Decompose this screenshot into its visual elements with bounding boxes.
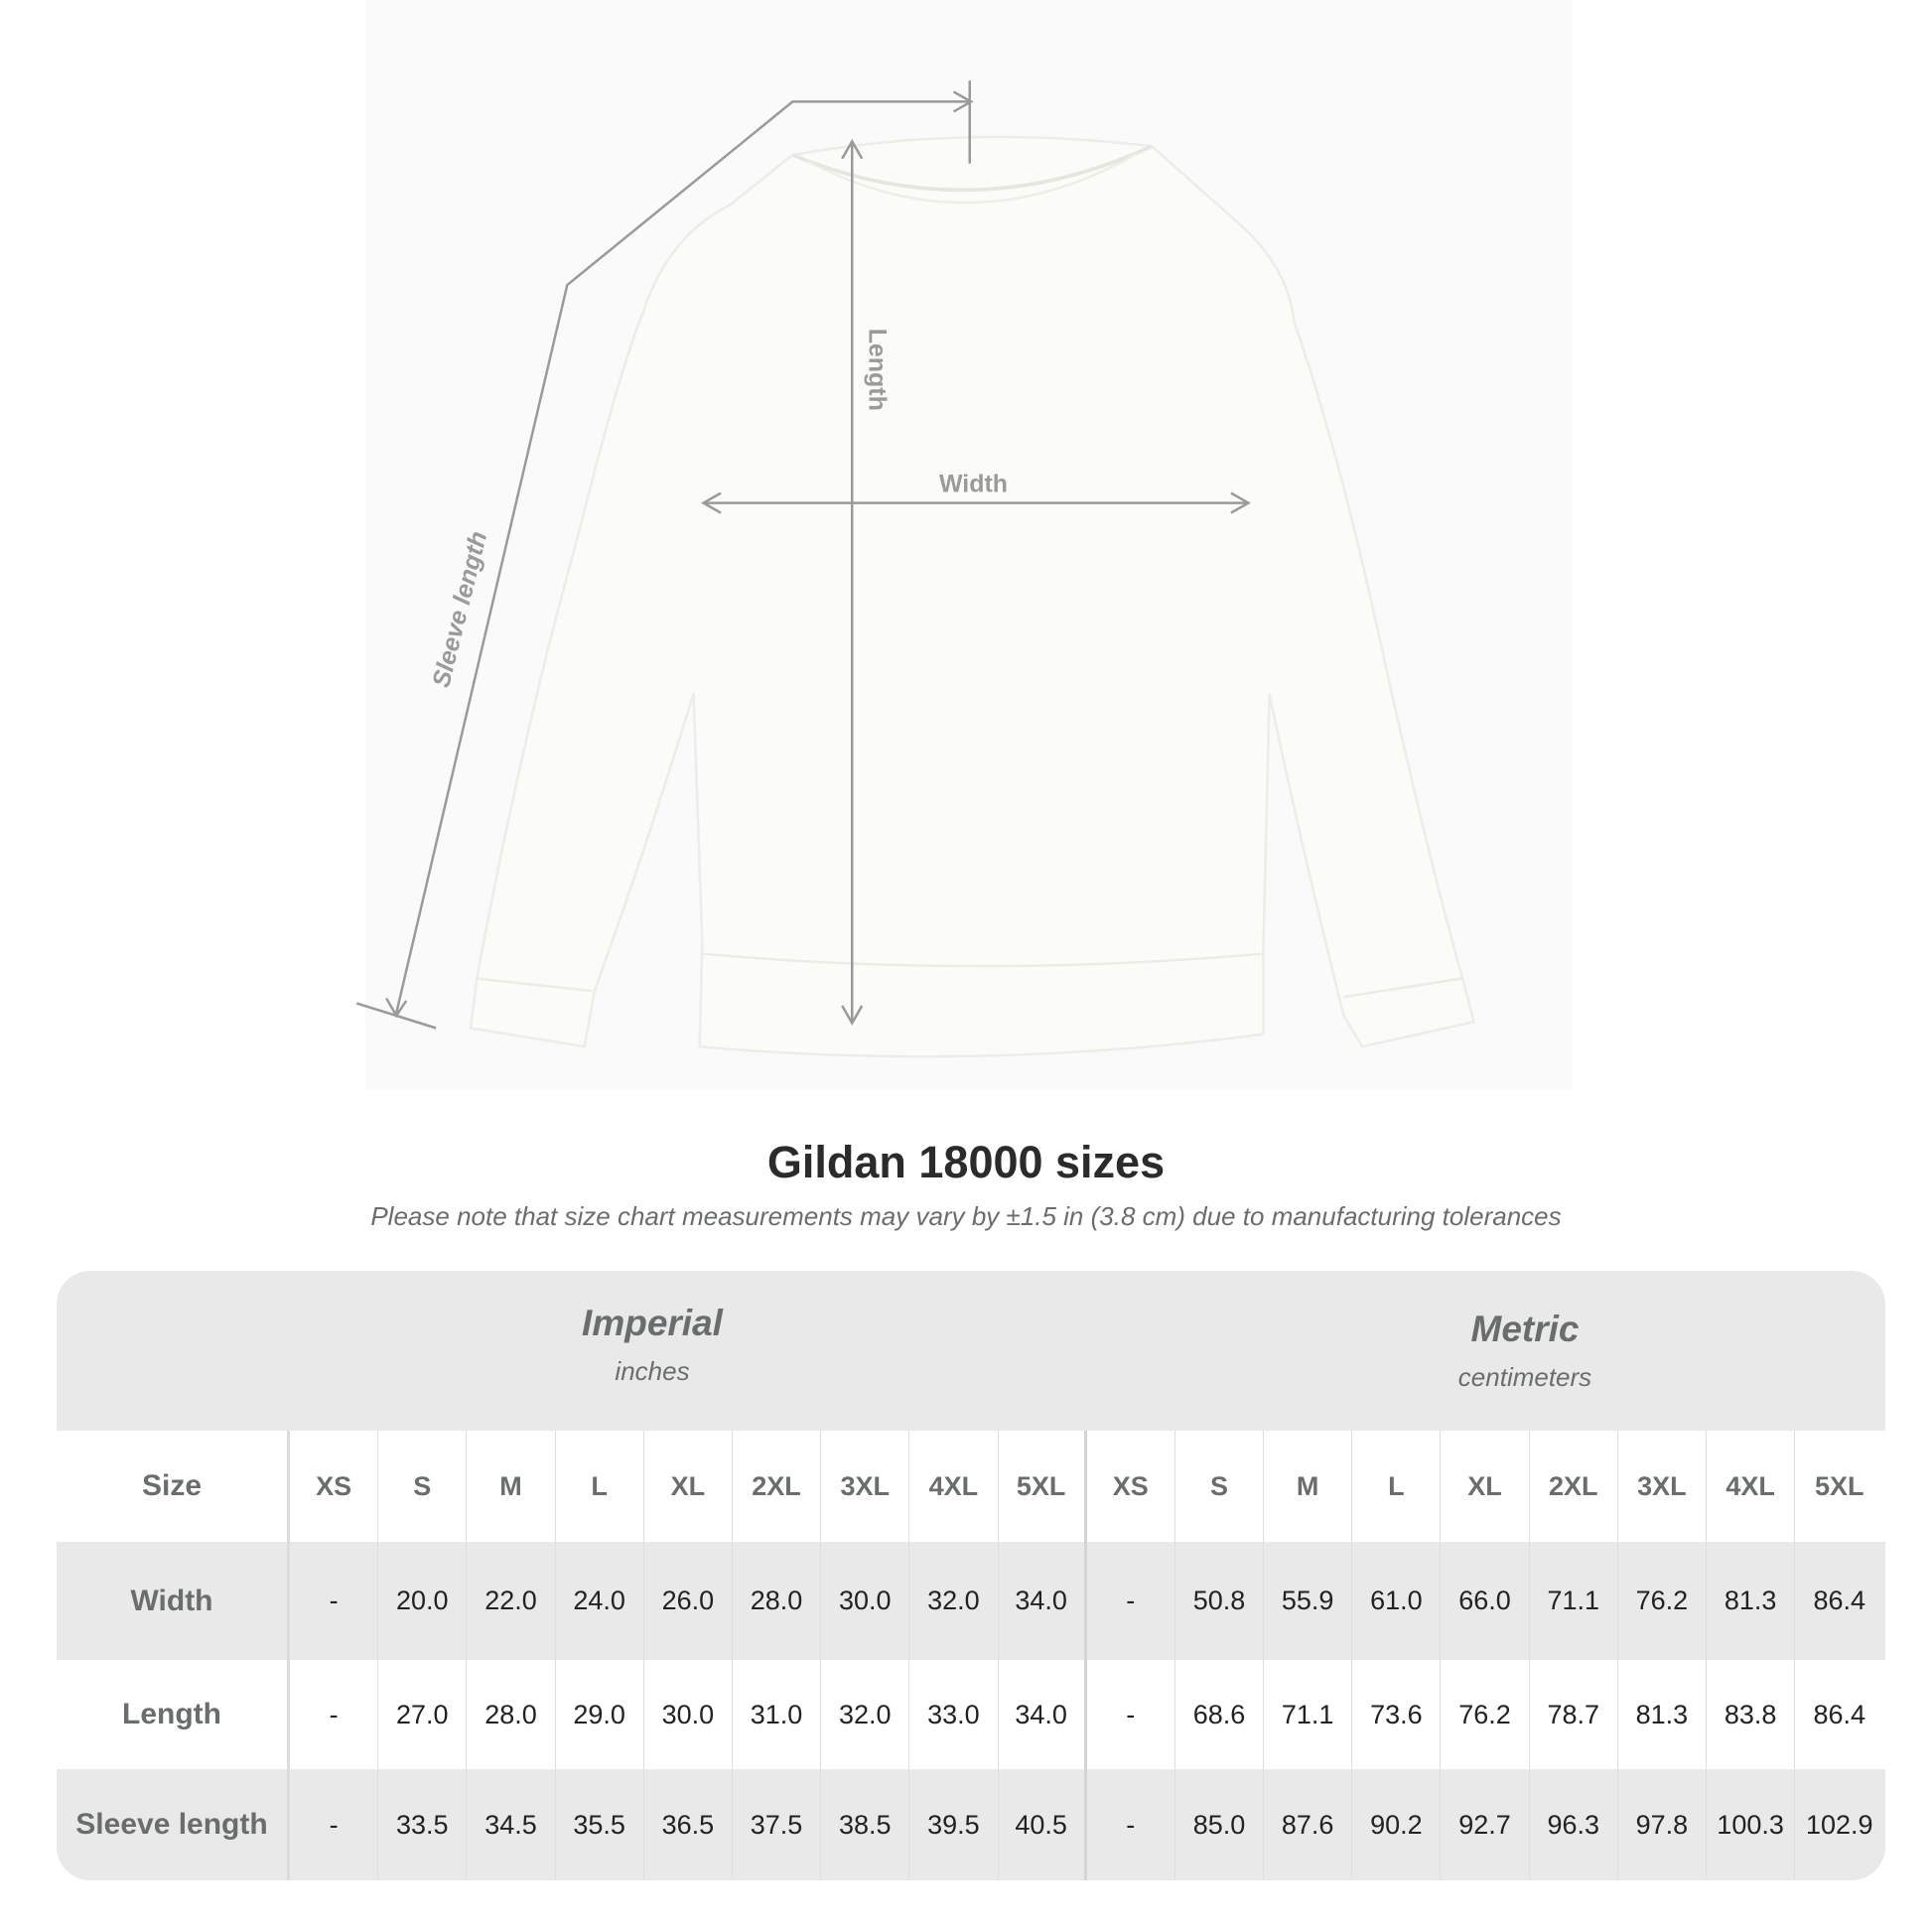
table-cell: 76.2 xyxy=(1618,1542,1707,1660)
sweatshirt-illustration: Length Width Sleeve length xyxy=(355,80,1475,1058)
table-cell: 34.0 xyxy=(999,1660,1087,1769)
size-header-imperial-m: M xyxy=(467,1431,556,1542)
table-cell: 28.0 xyxy=(467,1660,556,1769)
table-cell: - xyxy=(1087,1769,1175,1880)
size-table: Imperial inches Metric centimeters Size … xyxy=(57,1271,1885,1880)
length-measure-line xyxy=(841,138,864,1027)
table-cell: 83.8 xyxy=(1707,1660,1796,1769)
table-cell: 35.5 xyxy=(556,1769,644,1880)
table-cell: 81.3 xyxy=(1618,1660,1707,1769)
table-cell: 102.9 xyxy=(1805,1809,1873,1840)
table-cell: 31.0 xyxy=(733,1660,822,1769)
row-label: Sleeve length xyxy=(57,1769,290,1880)
row-label: Width xyxy=(57,1542,290,1660)
size-header-imperial-l: L xyxy=(556,1431,644,1542)
size-header-metric-l: L xyxy=(1352,1431,1442,1542)
size-header-metric-s: S xyxy=(1175,1431,1265,1542)
table-cell: 27.0 xyxy=(378,1660,468,1769)
size-header-metric-m: M xyxy=(1264,1431,1353,1542)
table-cell: 85.0 xyxy=(1175,1769,1265,1880)
table-cell: 78.7 xyxy=(1530,1660,1618,1769)
row-label: Length xyxy=(57,1660,290,1769)
page-title: Gildan 18000 sizes xyxy=(766,1137,1166,1187)
size-row: Size XS S M L XL 2XL 3XL 4XL 5XL XS S M L XL 2XL 3XL 4XL… xyxy=(57,1431,1885,1542)
table-cell: 30.0 xyxy=(644,1660,733,1769)
size-header-metric-4xl: 4XL xyxy=(1707,1431,1796,1542)
table-cell: 97.8 xyxy=(1618,1769,1707,1880)
table-cell: 92.7 xyxy=(1441,1769,1530,1880)
table-cell: - xyxy=(290,1542,379,1660)
table-row-width: Width -20.0 22.0 24.0 26.0 28.0 30.0 32.0 34.0-5… xyxy=(57,1542,1885,1660)
table-cell: 39.5 xyxy=(909,1769,999,1880)
table-cell: 87.6 xyxy=(1264,1769,1353,1880)
imperial-header: Imperial inches xyxy=(206,1303,1099,1387)
size-header-metric-2xl: 2XL xyxy=(1530,1431,1618,1542)
size-header-imperial-xs: XS xyxy=(290,1431,379,1542)
size-header-imperial-2xl: 2XL xyxy=(733,1431,822,1542)
metric-title: Metric xyxy=(1470,1309,1580,1349)
tolerance-note: Please note that size chart measurements… xyxy=(370,1201,1562,1231)
sleeve-measure-line xyxy=(355,80,974,1030)
table-cell: 55.9 xyxy=(1264,1542,1353,1660)
table-cell: 34.5 xyxy=(467,1769,556,1880)
table-cell: 32.0 xyxy=(821,1660,910,1769)
table-cell: 66.0 xyxy=(1441,1542,1530,1660)
table-header: Imperial inches Metric centimeters xyxy=(57,1271,1885,1431)
size-header-imperial-3xl: 3XL xyxy=(821,1431,910,1542)
metric-header: Metric centimeters xyxy=(1078,1309,1885,1393)
table-cell: 90.2 xyxy=(1352,1769,1442,1880)
size-header-metric-3xl: 3XL xyxy=(1618,1431,1707,1542)
imperial-unit: inches xyxy=(615,1356,690,1386)
table-cell: 76.2 xyxy=(1441,1660,1530,1769)
sweatshirt-body xyxy=(469,135,1475,1058)
table-cell: 32.0 xyxy=(909,1542,999,1660)
table-cell: 86.4 xyxy=(1813,1586,1866,1615)
table-cell: 96.3 xyxy=(1530,1769,1618,1880)
size-header-metric-5xl: 5XL xyxy=(1815,1470,1864,1501)
table-cell: 71.1 xyxy=(1530,1542,1618,1660)
imperial-title: Imperial xyxy=(582,1303,723,1343)
table-cell: 40.5 xyxy=(999,1769,1087,1880)
size-header-imperial-4xl: 4XL xyxy=(909,1431,999,1542)
table-cell: - xyxy=(1087,1542,1175,1660)
size-header-metric-xs: XS xyxy=(1087,1431,1175,1542)
table-cell: 34.0 xyxy=(999,1542,1087,1660)
table-cell: 86.4 xyxy=(1813,1699,1866,1729)
table-cell: 37.5 xyxy=(733,1769,822,1880)
size-label: Size xyxy=(57,1431,290,1542)
table-cell: 50.8 xyxy=(1175,1542,1265,1660)
table-cell: 33.5 xyxy=(378,1769,468,1880)
table-cell: 24.0 xyxy=(556,1542,644,1660)
metric-unit: centimeters xyxy=(1457,1362,1592,1392)
table-cell: 26.0 xyxy=(644,1542,733,1660)
table-row-sleeve-length: Sleeve length -33.5 34.5 35.5 36.5 37.5 38.5 39… xyxy=(57,1769,1885,1880)
size-header-imperial-xl: XL xyxy=(644,1431,733,1542)
table-cell: 30.0 xyxy=(821,1542,910,1660)
table-cell: 100.3 xyxy=(1707,1769,1796,1880)
table-cell: 36.5 xyxy=(644,1769,733,1880)
length-label: Length xyxy=(864,329,892,411)
table-cell: 33.0 xyxy=(909,1660,999,1769)
table-cell: 22.0 xyxy=(467,1542,556,1660)
table-cell: - xyxy=(1087,1660,1175,1769)
table-cell: 68.6 xyxy=(1175,1660,1265,1769)
size-header-imperial-s: S xyxy=(378,1431,468,1542)
table-cell: 73.6 xyxy=(1352,1660,1442,1769)
table-cell: 20.0 xyxy=(378,1542,468,1660)
table-cell: 81.3 xyxy=(1707,1542,1796,1660)
size-header-imperial-5xl: 5XL xyxy=(999,1431,1087,1542)
width-label: Width xyxy=(939,470,1008,497)
size-header-metric-xl: XL xyxy=(1441,1431,1530,1542)
table-cell: 71.1 xyxy=(1264,1660,1353,1769)
width-measure-line xyxy=(701,491,1251,514)
table-cell: 61.0 xyxy=(1352,1542,1442,1660)
table-cell: - xyxy=(290,1769,379,1880)
table-cell: - xyxy=(290,1660,379,1769)
table-cell: 29.0 xyxy=(556,1660,644,1769)
table-cell: 28.0 xyxy=(733,1542,822,1660)
table-cell: 38.5 xyxy=(821,1769,910,1880)
table-row-length: Length -27.0 28.0 29.0 30.0 31.0 32.0 33.0 34.0-… xyxy=(57,1660,1885,1769)
